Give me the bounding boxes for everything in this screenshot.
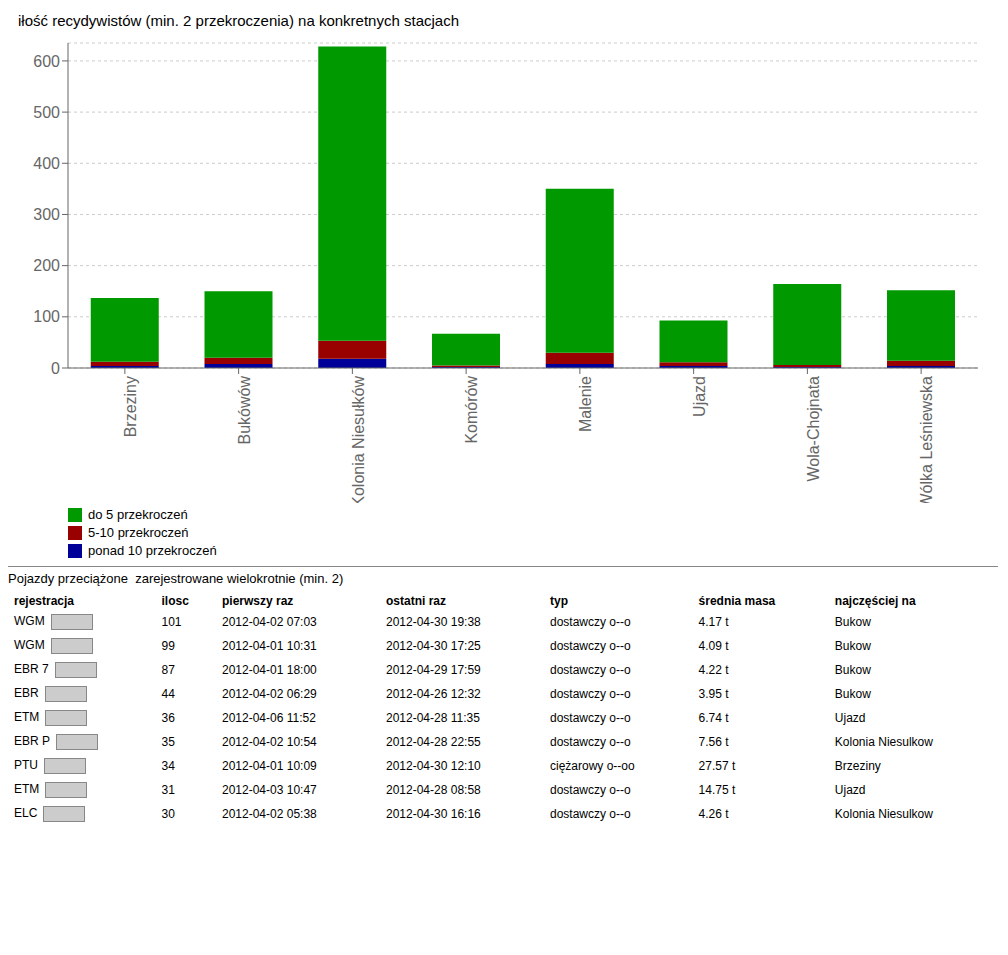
html-text:dostawczy o--o: dostawczy o--o xyxy=(550,687,631,701)
html-text:2012-04-28 11:35: 2012-04-28 11:35 xyxy=(386,711,480,725)
html-text:35: 35 xyxy=(161,735,175,749)
html-text:EBR P: EBR P xyxy=(14,734,50,749)
html-text:Kolonia Niesulkow: Kolonia Niesulkow xyxy=(834,807,933,821)
html-text:2012-04-02 05:38: 2012-04-02 05:38 xyxy=(222,807,317,821)
html-text:3.95 t: 3.95 t xyxy=(698,687,729,701)
html-text:Bukow: Bukow xyxy=(834,639,871,653)
html-text:WGM: WGM xyxy=(14,614,45,629)
html-text:2012-04-28 22:55: 2012-04-28 22:55 xyxy=(386,735,481,749)
svg-text:600: 600 xyxy=(33,53,60,70)
html-text:Ujazd: Ujazd xyxy=(834,711,866,725)
html-text:Brzeziny: Brzeziny xyxy=(834,759,881,773)
html-text:iłość recydywistów (min. 2 prz: iłość recydywistów (min. 2 przekroczenia… xyxy=(18,12,459,29)
html-text:2012-04-30 17:25: 2012-04-30 17:25 xyxy=(386,639,481,653)
html-text:dostawczy o--o: dostawczy o--o xyxy=(550,711,631,725)
html-text:2012-04-06 11:52: 2012-04-06 11:52 xyxy=(222,711,316,725)
html-text:2012-04-01 10:31: 2012-04-01 10:31 xyxy=(222,639,317,653)
html-text:31: 31 xyxy=(161,783,175,797)
html-text:WGM: WGM xyxy=(14,638,45,653)
html-text:rejestracja: rejestracja xyxy=(14,594,74,608)
html-text:Pojazdy przeciążone zarejestro: Pojazdy przeciążone zarejestrowane wielo… xyxy=(8,571,344,586)
html-text:30: 30 xyxy=(161,807,175,821)
html-text:2012-04-01 18:00: 2012-04-01 18:00 xyxy=(222,663,317,677)
html-text:2012-04-30 12:10: 2012-04-30 12:10 xyxy=(386,759,481,773)
svg-text:Wola-Chojnata: Wola-Chojnata xyxy=(805,376,822,482)
html-text:2012-04-02 10:54: 2012-04-02 10:54 xyxy=(222,735,317,749)
svg-text:100: 100 xyxy=(33,308,60,325)
svg-text:Wólka Leśniewska: Wólka Leśniewska xyxy=(918,376,935,503)
html-text:ponad 10 przekroczeń: ponad 10 przekroczeń xyxy=(88,543,217,558)
html-text:4.17 t: 4.17 t xyxy=(698,615,729,629)
html-text:ETM: ETM xyxy=(14,782,40,797)
html-text:dostawczy o--o: dostawczy o--o xyxy=(550,735,631,749)
html-text:2012-04-26 12:32: 2012-04-26 12:32 xyxy=(386,687,481,701)
svg-text:200: 200 xyxy=(33,257,60,274)
html-text:6.74 t: 6.74 t xyxy=(698,711,729,725)
html-text:typ: typ xyxy=(550,594,568,608)
html-text:Bukow: Bukow xyxy=(834,615,871,629)
html-text:36: 36 xyxy=(161,711,175,725)
svg-text:Komórów: Komórów xyxy=(463,376,480,444)
html-text:dostawczy o--o: dostawczy o--o xyxy=(550,807,631,821)
svg-text:Malenie: Malenie xyxy=(577,376,594,432)
html-text:dostawczy o--o: dostawczy o--o xyxy=(550,615,631,629)
svg-text:400: 400 xyxy=(33,155,60,172)
html-text:2012-04-30 19:38: 2012-04-30 19:38 xyxy=(386,615,481,629)
html-text:ilosc: ilosc xyxy=(161,594,189,608)
svg-text:300: 300 xyxy=(33,206,60,223)
html-text:14.75 t: 14.75 t xyxy=(698,783,736,797)
html-text:4.22 t: 4.22 t xyxy=(698,663,729,677)
svg-text:Brzeziny: Brzeziny xyxy=(122,376,139,437)
html-text:2012-04-03 10:47: 2012-04-03 10:47 xyxy=(222,783,317,797)
html-text:2012-04-30 16:16: 2012-04-30 16:16 xyxy=(386,807,481,821)
html-text:pierwszy raz: pierwszy raz xyxy=(222,594,294,608)
html-text:ostatni raz: ostatni raz xyxy=(386,594,446,608)
html-text:Bukow: Bukow xyxy=(834,663,871,677)
html-text:4.26 t: 4.26 t xyxy=(698,807,729,821)
svg-text:Bukówów: Bukówów xyxy=(236,376,253,445)
svg-text:Ujazd: Ujazd xyxy=(691,376,708,417)
svg-text:0: 0 xyxy=(51,360,60,377)
html-text:34: 34 xyxy=(161,759,175,773)
html-text:ELC: ELC xyxy=(14,806,38,821)
html-text:27.57 t: 27.57 t xyxy=(698,759,736,773)
html-text:dostawczy o--o: dostawczy o--o xyxy=(550,783,631,797)
html-text:Bukow: Bukow xyxy=(834,687,871,701)
html-text:2012-04-28 08:58: 2012-04-28 08:58 xyxy=(386,783,481,797)
html-text:2012-04-02 06:29: 2012-04-02 06:29 xyxy=(222,687,317,701)
html-text:44: 44 xyxy=(161,687,175,701)
html-text:2012-04-01 10:09: 2012-04-01 10:09 xyxy=(222,759,317,773)
html-text:Kolonia Niesulkow: Kolonia Niesulkow xyxy=(834,735,933,749)
html-text:najczęściej na: najczęściej na xyxy=(834,594,916,608)
html-text:ETM: ETM xyxy=(14,710,40,725)
html-text:PTU: PTU xyxy=(14,758,38,773)
html-text:2012-04-02 07:03: 2012-04-02 07:03 xyxy=(222,615,317,629)
html-text:EBR: EBR xyxy=(14,686,39,701)
html-text:87: 87 xyxy=(161,663,175,677)
html-text:EBR 7: EBR 7 xyxy=(14,662,49,677)
svg-text:Kolonia Niesułków: Kolonia Niesułków xyxy=(350,376,367,503)
html-text:99: 99 xyxy=(161,639,175,653)
html-text:ciężarowy o--oo: ciężarowy o--oo xyxy=(550,759,635,773)
html-text:Ujazd: Ujazd xyxy=(834,783,866,797)
html-text:do 5 przekroczeń: do 5 przekroczeń xyxy=(88,507,188,522)
html-text:dostawczy o--o: dostawczy o--o xyxy=(550,639,631,653)
html-text:4.09 t: 4.09 t xyxy=(698,639,729,653)
html-text:dostawczy o--o: dostawczy o--o xyxy=(550,663,631,677)
html-text:2012-04-29 17:59: 2012-04-29 17:59 xyxy=(386,663,481,677)
html-text:średnia masa: średnia masa xyxy=(698,594,776,608)
html-text:5-10 przekroczeń: 5-10 przekroczeń xyxy=(88,525,189,540)
svg-text:500: 500 xyxy=(33,104,60,121)
html-text:101: 101 xyxy=(161,615,182,629)
html-text:7.56 t: 7.56 t xyxy=(698,735,729,749)
